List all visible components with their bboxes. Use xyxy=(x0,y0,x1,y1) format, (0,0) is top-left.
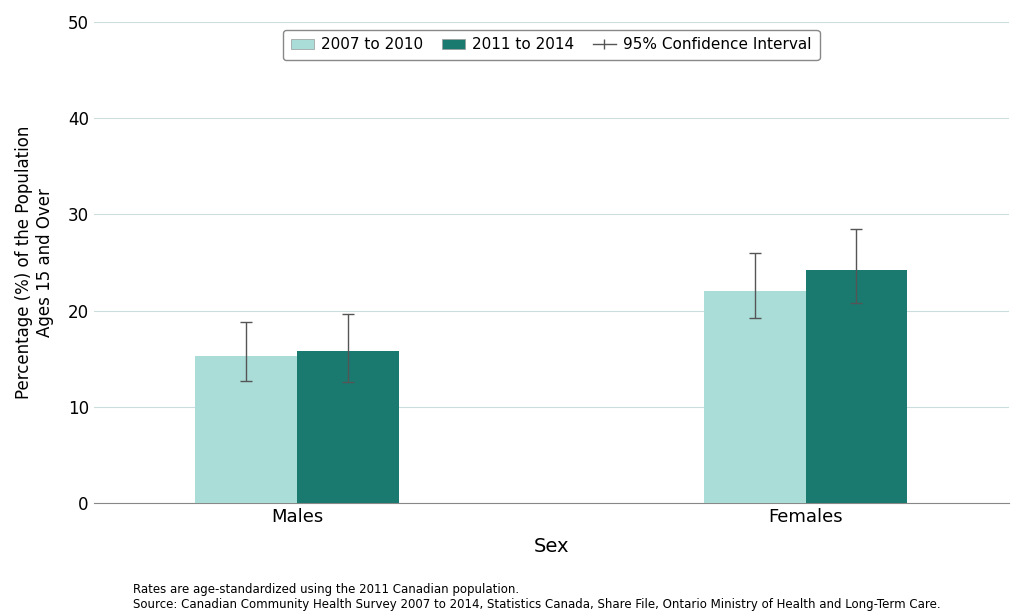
Bar xyxy=(806,270,907,503)
Text: Rates are age-standardized using the 2011 Canadian population.: Rates are age-standardized using the 201… xyxy=(133,583,519,596)
Bar xyxy=(297,351,398,503)
Legend: 2007 to 2010, 2011 to 2014, 95% Confidence Interval: 2007 to 2010, 2011 to 2014, 95% Confiden… xyxy=(284,29,819,60)
Y-axis label: Percentage (%) of the Population
Ages 15 and Over: Percentage (%) of the Population Ages 15… xyxy=(15,126,54,399)
Bar xyxy=(703,292,806,503)
X-axis label: Sex: Sex xyxy=(534,537,569,556)
Bar xyxy=(196,356,297,503)
Text: Source: Canadian Community Health Survey 2007 to 2014, Statistics Canada, Share : Source: Canadian Community Health Survey… xyxy=(133,598,941,611)
